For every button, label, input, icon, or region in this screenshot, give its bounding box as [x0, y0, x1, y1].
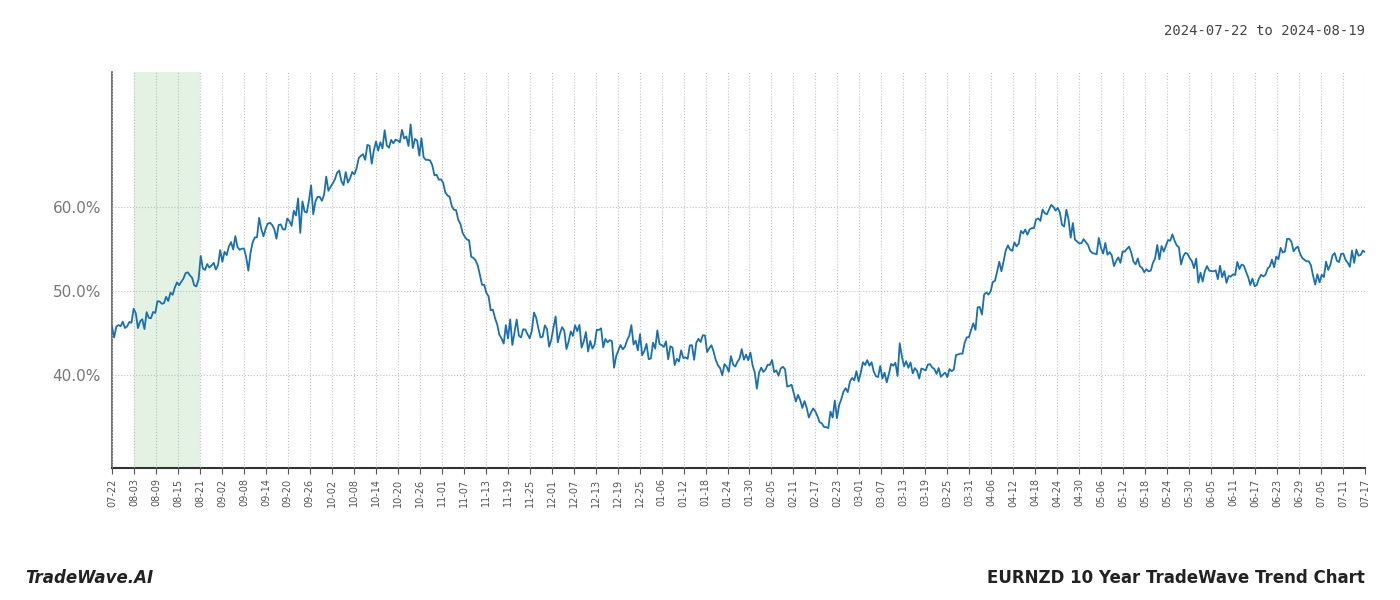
Bar: [134, 72, 200, 468]
Text: EURNZD 10 Year TradeWave Trend Chart: EURNZD 10 Year TradeWave Trend Chart: [987, 569, 1365, 587]
Text: 2024-07-22 to 2024-08-19: 2024-07-22 to 2024-08-19: [1163, 24, 1365, 38]
Text: TradeWave.AI: TradeWave.AI: [25, 569, 154, 587]
